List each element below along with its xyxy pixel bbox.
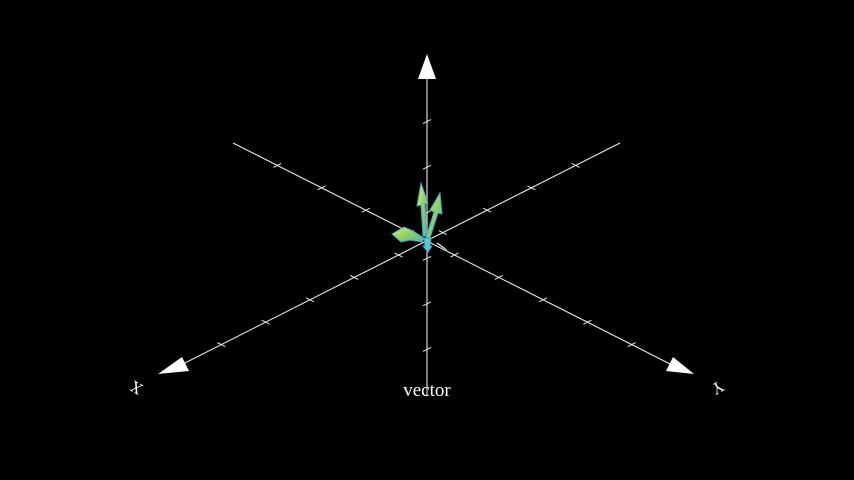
x-axis-tick [527,185,536,191]
x-axis-label: X [127,377,146,398]
vector-stub-2 [440,245,448,251]
plot-caption: vector [403,380,451,401]
y-axis-tick [450,252,459,258]
y-axis-tick [583,319,592,325]
z-axis-arrowhead [418,54,436,79]
z-axis-tick [422,301,432,307]
y-axis-ticks [273,162,636,348]
y-axis-tick [627,342,636,348]
z-axis-tick [422,346,432,352]
x-axis-tick [217,342,226,348]
vector-arrow-left [391,226,425,243]
x-axis-tick [349,274,359,280]
x-axis-tick [261,319,270,325]
x-axis-arrowhead [158,357,189,374]
y-axis-tick [494,274,504,280]
y-axis: Y [232,142,727,399]
x-axis: X [127,142,621,398]
x-axis-tick [571,162,580,168]
x-axis-tick [394,252,403,258]
y-axis-tick [361,207,371,213]
y-axis-arrowhead [666,357,694,374]
z-axis-tick [422,255,432,261]
z-axis-tick [422,164,432,170]
y-axis-tick [273,162,282,168]
vector-arrow-down [421,237,433,253]
vector-field-glyphs [391,181,448,253]
x-axis-tick [438,230,448,236]
x-axis-ticks [217,162,580,348]
x-axis-tick [305,297,315,303]
z-axis-tick [422,119,432,125]
y-axis-tick [317,185,326,191]
vector-arrow-up-1 [416,181,429,237]
x-axis-tick [482,207,492,213]
y-axis-label: Y [708,377,727,399]
y-axis-tick [538,297,548,303]
